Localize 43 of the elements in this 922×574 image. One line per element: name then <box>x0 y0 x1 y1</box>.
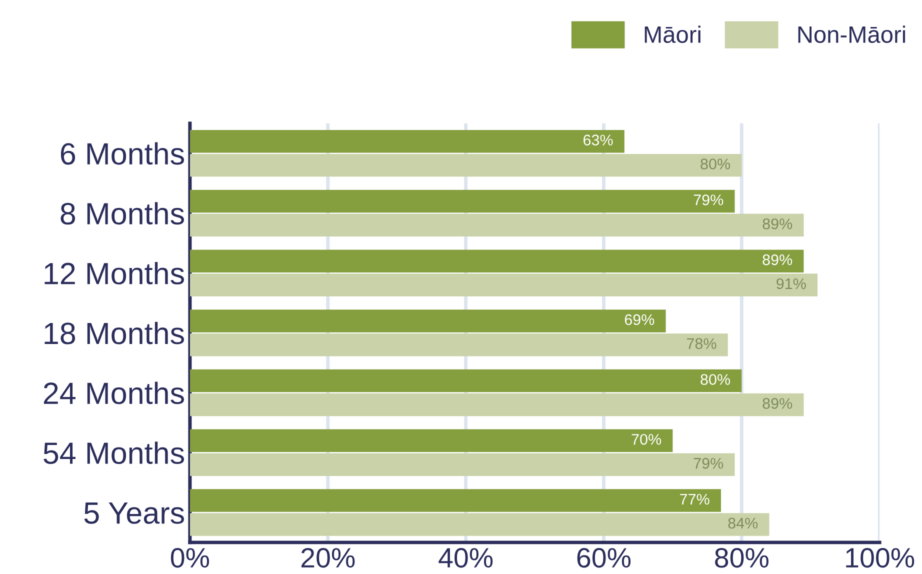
data-label: 89% <box>762 398 792 409</box>
bar <box>190 453 735 476</box>
y-tick-label: 5 Years <box>84 502 184 524</box>
bar <box>190 250 804 272</box>
data-label: 78% <box>686 338 716 349</box>
y-tick-label: 24 Months <box>44 382 184 404</box>
x-tick-label: 100% <box>846 548 914 568</box>
x-tick-label: 20% <box>301 548 355 568</box>
x-tick-label: 40% <box>438 548 493 568</box>
data-label: 70% <box>632 434 662 445</box>
bar <box>190 190 735 213</box>
data-label: 63% <box>584 134 613 146</box>
bar <box>190 369 742 392</box>
bar <box>190 429 673 452</box>
data-label: 89% <box>762 254 792 266</box>
bar <box>190 334 728 356</box>
legend-label: Non-Māori <box>798 26 906 43</box>
bar <box>190 154 742 177</box>
data-label: 84% <box>728 518 758 529</box>
y-tick-label: 8 Months <box>60 202 184 225</box>
data-label: 80% <box>700 158 730 170</box>
data-label: 79% <box>694 458 724 469</box>
data-label: 69% <box>624 314 654 326</box>
y-tick-label: 6 Months <box>60 142 184 165</box>
bar <box>190 513 770 536</box>
data-label: 79% <box>694 194 724 206</box>
bar <box>190 274 818 296</box>
data-label: 89% <box>762 218 792 230</box>
y-tick-label: 54 Months <box>44 442 184 464</box>
x-tick-label: 60% <box>577 548 631 568</box>
data-label: 80% <box>700 374 730 385</box>
y-tick-label: 12 Months <box>44 262 184 284</box>
bar <box>190 310 666 332</box>
data-label: 91% <box>776 278 806 290</box>
x-tick-label: 0% <box>170 548 210 568</box>
bar <box>190 214 804 237</box>
y-tick-label: 18 Months <box>44 322 184 344</box>
bar <box>190 130 624 153</box>
bar <box>190 489 721 512</box>
legend-label: Māori <box>644 26 700 43</box>
data-label: 77% <box>680 494 710 505</box>
bar <box>190 393 804 416</box>
x-tick-label: 80% <box>715 548 768 568</box>
